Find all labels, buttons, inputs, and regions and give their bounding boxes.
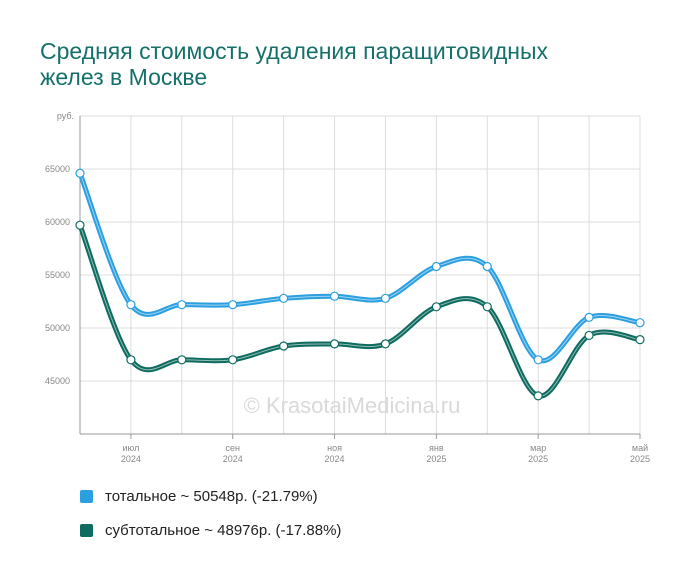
- x-tick-label-year: 2024: [325, 454, 345, 464]
- series-point-0: [380, 293, 391, 303]
- series-point-1: [380, 339, 391, 349]
- chart-legend: тотальное ~ 50548р. (-21.79%) субтотальн…: [80, 486, 341, 554]
- series-point-1: [584, 330, 594, 341]
- series-point-1: [75, 220, 85, 230]
- series-point-0: [635, 318, 645, 328]
- legend-item-subtotal[interactable]: субтотальное ~ 48976р. (-17.88%): [80, 520, 341, 540]
- x-tick-label-year: 2024: [223, 454, 243, 464]
- series-point-0: [279, 293, 289, 303]
- chart-axis-labels: 4500050000550006000065000руб.июл2024сен2…: [45, 111, 650, 464]
- series-point-0: [126, 300, 136, 310]
- series-point-0: [228, 300, 238, 310]
- series-point-1: [533, 391, 543, 401]
- chart-title-line-1: Средняя стоимость удаления паращитовидны…: [40, 38, 548, 64]
- y-tick-label: 60000: [45, 217, 70, 227]
- chart-title-line-2: желез в Москве: [40, 64, 208, 90]
- series-point-0: [482, 261, 492, 272]
- x-tick-label-month: май: [632, 443, 648, 453]
- chart-series: [75, 168, 645, 401]
- series-line-0: [77, 170, 643, 364]
- y-axis-unit: руб.: [57, 111, 74, 121]
- legend-swatch-total: [80, 489, 93, 503]
- series-point-0: [533, 355, 543, 365]
- series-point-1: [482, 302, 492, 312]
- y-tick-label: 45000: [45, 376, 70, 386]
- chart-grid: [79, 115, 641, 439]
- x-tick-label-year: 2025: [630, 454, 650, 464]
- x-tick-label-year: 2025: [426, 454, 446, 464]
- y-tick-label: 65000: [45, 164, 70, 174]
- x-tick-label-year: 2025: [528, 454, 548, 464]
- series-point-1: [279, 341, 289, 351]
- legend-label-subtotal: субтотальное ~ 48976р. (-17.88%): [105, 521, 342, 539]
- legend-label-total: тотальное ~ 50548р. (-21.79%): [105, 487, 318, 505]
- series-point-0: [431, 261, 441, 272]
- y-tick-label: 50000: [45, 323, 70, 333]
- x-tick-label-month: мар: [530, 443, 546, 453]
- x-tick-label-year: 2024: [121, 454, 141, 464]
- series-point-1: [126, 355, 136, 365]
- series-line-highlight-0: [79, 173, 641, 362]
- x-tick-label-month: июл: [122, 443, 139, 453]
- series-point-1: [228, 355, 238, 365]
- series-point-1: [329, 339, 340, 349]
- x-tick-label-month: сен: [225, 443, 240, 453]
- legend-swatch-subtotal: [80, 523, 93, 537]
- legend-item-total[interactable]: тотальное ~ 50548р. (-21.79%): [80, 486, 341, 506]
- series-point-0: [584, 312, 594, 322]
- x-tick-label-month: ноя: [327, 443, 342, 453]
- series-point-0: [177, 300, 187, 310]
- x-tick-label-month: янв: [429, 443, 444, 453]
- series-point-1: [431, 302, 441, 312]
- series-point-0: [75, 168, 85, 178]
- chart-title: Средняя стоимость удаления паращитовидны…: [40, 38, 640, 90]
- watermark: © KrasotaiMedicina.ru: [244, 393, 461, 418]
- series-point-0: [329, 291, 340, 301]
- y-tick-label: 55000: [45, 270, 70, 280]
- series-point-1: [635, 335, 645, 345]
- series-point-1: [177, 355, 187, 365]
